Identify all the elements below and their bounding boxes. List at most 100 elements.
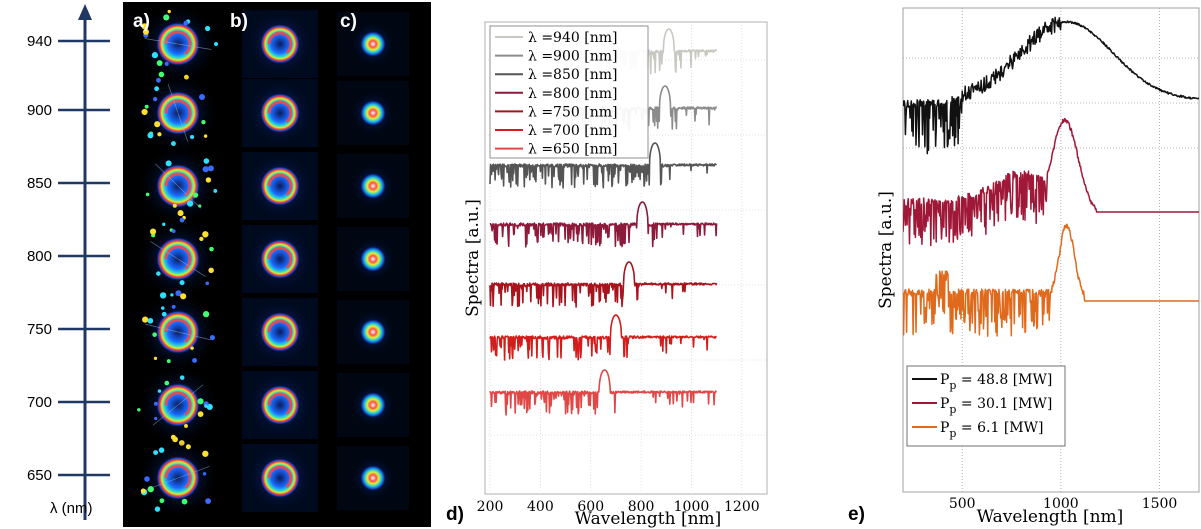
mode-spiral-arm bbox=[267, 465, 293, 488]
mode-speckle bbox=[202, 450, 209, 457]
mode-intensity bbox=[260, 312, 300, 352]
chart-e-legend-label: Pp = 48.8 [MW] bbox=[940, 372, 1052, 392]
scale-label: λ (nm) bbox=[50, 500, 93, 517]
mode-intensity bbox=[360, 392, 386, 418]
chart-d-xtick-label: 600 bbox=[577, 499, 604, 515]
chart-d-xlabel: Wavelength [nm] bbox=[575, 509, 722, 529]
mode-speckle bbox=[205, 281, 210, 286]
mode-intensity bbox=[260, 166, 300, 206]
mode-speckle bbox=[158, 447, 165, 453]
legend-subscript: p bbox=[949, 379, 956, 392]
mode-speckle bbox=[149, 228, 157, 235]
mode-speckle bbox=[190, 346, 194, 350]
mode-speckle bbox=[154, 86, 160, 92]
mode-speckle bbox=[167, 9, 171, 14]
mode-speckle bbox=[147, 132, 154, 139]
mode-speckle bbox=[156, 77, 161, 83]
chart-d-legend: λ =940 [nm] λ =900 [nm] λ =850 [nm] λ =800 … bbox=[489, 25, 649, 159]
mode-intensity bbox=[360, 246, 386, 272]
panel-label-b: b) bbox=[230, 11, 248, 32]
mode-streak bbox=[144, 38, 212, 50]
mode-speckle bbox=[147, 317, 154, 324]
mode-speckle bbox=[161, 306, 165, 310]
mode-speckle bbox=[199, 236, 204, 242]
mode-spiral-arm bbox=[164, 99, 192, 124]
mode-speckle bbox=[213, 189, 218, 193]
chart-d-legend-label: λ =800 [nm] bbox=[528, 86, 617, 102]
mode-intensity bbox=[260, 93, 300, 133]
mode-speckle bbox=[157, 389, 162, 393]
chart-e-legend-label: Pp = 30.1 [MW] bbox=[940, 396, 1052, 416]
mode-speckle bbox=[179, 280, 185, 286]
mode-spiral-arm bbox=[164, 391, 192, 416]
chart-d-xtick-label: 1000 bbox=[674, 499, 710, 515]
mode-speckle bbox=[205, 177, 212, 183]
chart-d-legend-label: λ =900 [nm] bbox=[528, 49, 617, 65]
mode-speckle bbox=[137, 408, 141, 412]
mode-speckle bbox=[208, 267, 214, 274]
legend-value: = 6.1 [MW] bbox=[956, 420, 1043, 436]
mode-streak bbox=[150, 241, 206, 277]
chart-e-legend: Pp = 48.8 [MW]Pp = 30.1 [MW]Pp = 6.1 [MW… bbox=[906, 365, 1066, 447]
mode-speckle bbox=[153, 96, 158, 102]
chart-e-series-line bbox=[903, 16, 1199, 155]
mode-speckle bbox=[162, 222, 166, 226]
chart-e-series-line bbox=[903, 223, 1199, 338]
mode-speckle bbox=[164, 380, 170, 386]
mode-speckle bbox=[154, 506, 161, 512]
mode-spiral-arm bbox=[267, 319, 293, 342]
mode-spiral-arm bbox=[164, 318, 192, 343]
mode-intensity bbox=[360, 173, 386, 199]
chart-d-ylabel: Spectra [a.u.] bbox=[463, 199, 483, 317]
wavelength-scale: 940 900 850 800 750 700 650 λ (nm) bbox=[27, 4, 110, 520]
mode-speckle bbox=[202, 166, 209, 173]
mode-speckle bbox=[209, 334, 216, 341]
mode-speckle bbox=[144, 476, 150, 482]
mode-speckle bbox=[152, 332, 157, 337]
mode-speckle bbox=[141, 23, 148, 30]
mode-spiral-arm bbox=[267, 31, 293, 54]
mode-speckle bbox=[213, 41, 219, 47]
mode-speckle bbox=[199, 94, 206, 100]
mode-speckle bbox=[202, 311, 210, 318]
mode-speckle bbox=[141, 108, 148, 116]
mode-speckle bbox=[153, 450, 159, 456]
chart-d-legend-label: λ =750 [nm] bbox=[528, 104, 617, 120]
panel-label-e: e) bbox=[848, 504, 865, 525]
mode-speckle bbox=[165, 160, 172, 167]
mode-speckle bbox=[204, 25, 211, 32]
mode-speckle bbox=[142, 28, 149, 35]
mode-speckle bbox=[183, 20, 189, 26]
chart-d-legend-label: λ =940 [nm] bbox=[528, 30, 617, 46]
mode-streak bbox=[145, 323, 211, 341]
mode-spiral-arm bbox=[164, 172, 192, 197]
mode-images bbox=[137, 4, 409, 518]
chart-e-ylabel: Spectra [a.u.] bbox=[876, 191, 896, 309]
mode-speckle bbox=[154, 121, 161, 128]
mode-speckle bbox=[201, 119, 206, 125]
mode-streak bbox=[146, 466, 210, 490]
mode-speckle bbox=[158, 71, 165, 78]
mode-intensity bbox=[360, 465, 386, 491]
chart-e-xlabel: Wavelength [nm] bbox=[977, 507, 1124, 527]
mode-intensity bbox=[260, 385, 300, 425]
chart-d-legend-label: λ =700 [nm] bbox=[528, 123, 617, 139]
chart-d-series-line bbox=[489, 314, 717, 361]
legend-symbol: P bbox=[940, 396, 949, 412]
mode-speckle bbox=[145, 192, 150, 197]
panel-label-a: a) bbox=[133, 11, 150, 32]
mode-intensity bbox=[260, 24, 300, 64]
mode-spiral-arm bbox=[267, 100, 293, 123]
mode-speckle bbox=[172, 436, 178, 443]
chart-e: Pp = 48.8 [MW]Pp = 30.1 [MW]Pp = 6.1 [MW… bbox=[848, 7, 1200, 527]
chart-d-xtick-label: 1200 bbox=[724, 499, 760, 515]
chart-d-legend-label: λ =850 [nm] bbox=[528, 67, 617, 83]
mode-speckle bbox=[170, 293, 174, 297]
scale-tick-label-800: 800 bbox=[27, 248, 52, 265]
mode-speckle bbox=[156, 271, 161, 276]
mode-speckle bbox=[197, 411, 204, 418]
panel-label-c: c) bbox=[340, 11, 357, 32]
scale-tick-label-900: 900 bbox=[27, 102, 52, 119]
chart-e-legend-label: Pp = 6.1 [MW] bbox=[940, 420, 1043, 440]
